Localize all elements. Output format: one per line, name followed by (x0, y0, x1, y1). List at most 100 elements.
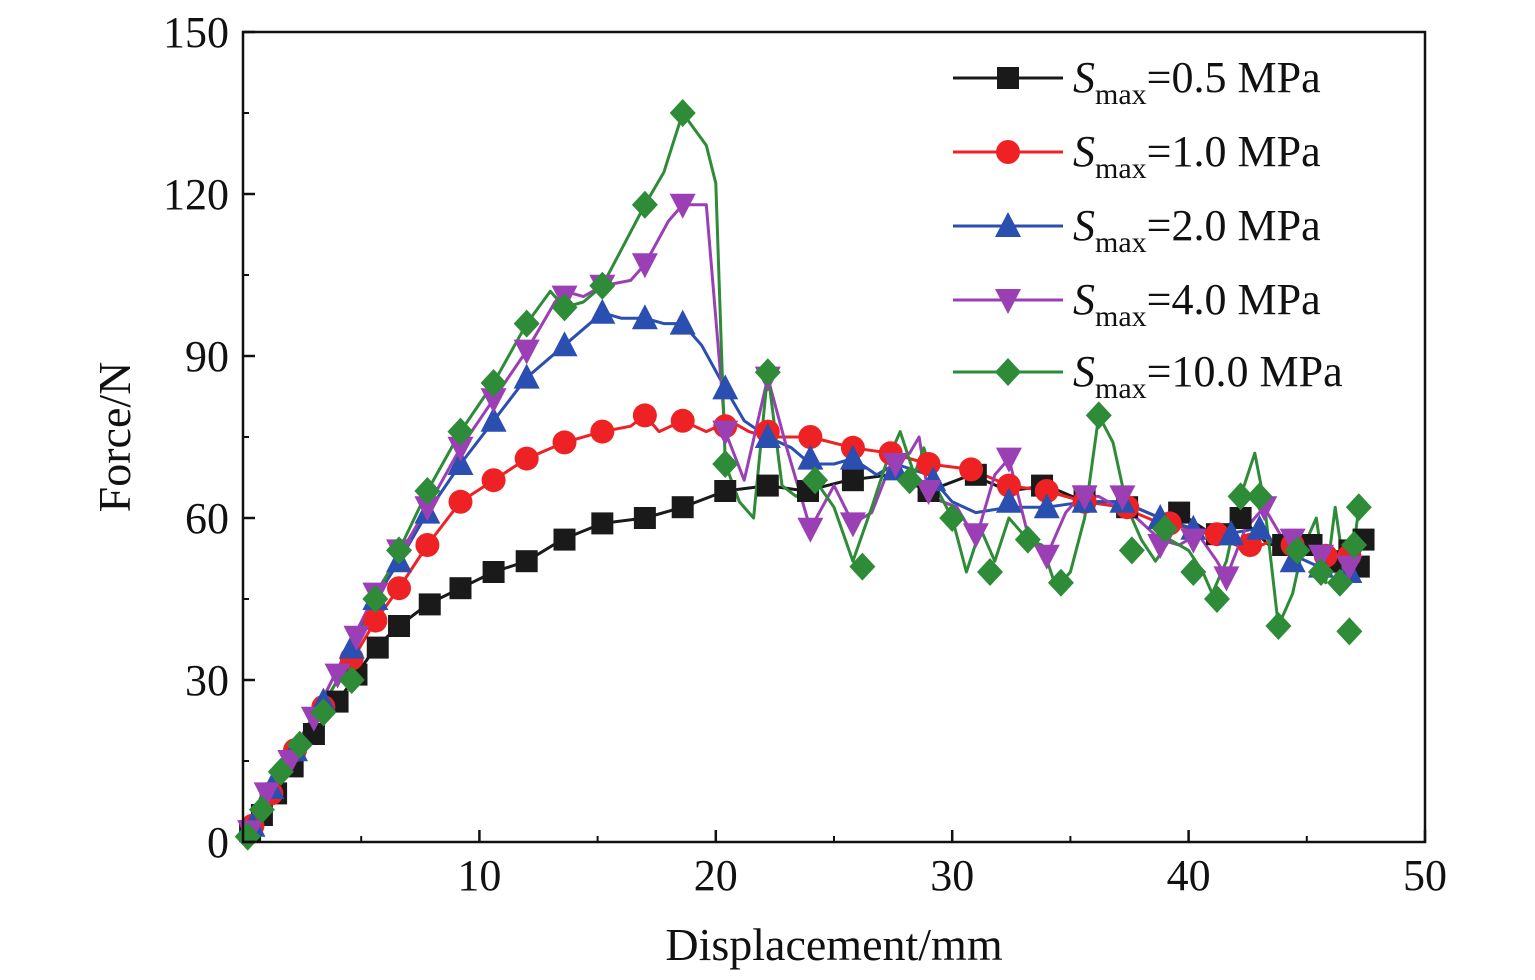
data-point (1118, 536, 1145, 565)
data-point (631, 190, 658, 219)
data-point (1213, 566, 1240, 592)
y-tick-label: 0 (207, 818, 229, 867)
data-point (418, 593, 441, 616)
data-point (515, 550, 538, 573)
data-point (387, 576, 412, 601)
data-point (996, 473, 1021, 498)
data-point (671, 496, 694, 519)
data-point (1014, 525, 1041, 554)
data-point (414, 477, 441, 505)
x-tick-label: 50 (1403, 851, 1447, 900)
data-point (1180, 528, 1207, 554)
data-point (482, 561, 505, 583)
legend-value: =1.0 MPa (1147, 127, 1321, 176)
data-point (916, 452, 941, 476)
data-point (415, 533, 440, 557)
series-line-1 (246, 413, 1360, 832)
data-point (1229, 507, 1252, 529)
data-point (631, 253, 658, 279)
data-point (248, 795, 275, 824)
data-point (669, 193, 696, 219)
data-point (414, 496, 441, 522)
data-point (366, 636, 389, 659)
data-point (324, 663, 351, 689)
data-point (915, 480, 942, 505)
data-point (591, 512, 614, 535)
legend-subscript: max (1095, 226, 1147, 259)
legend-marker (997, 67, 1019, 89)
data-point (447, 450, 474, 475)
y-axis-label: Force/N (89, 362, 140, 513)
legend-label: Smax=1.0 MPa (1073, 127, 1321, 185)
legend-value: =10.0 MPa (1147, 347, 1343, 396)
data-point (277, 750, 304, 775)
x-tick-label: 20 (694, 851, 738, 900)
data-point (1033, 544, 1060, 570)
data-point (1279, 547, 1306, 573)
legend-value: =4.0 MPa (1147, 275, 1321, 324)
legend-value: =0.5 MPa (1147, 53, 1321, 102)
legend-symbol: S (1073, 53, 1095, 102)
data-point (839, 512, 866, 538)
data-point (802, 466, 829, 495)
data-point (480, 388, 507, 414)
data-point (514, 446, 539, 471)
data-point (363, 608, 388, 633)
data-point (669, 99, 696, 127)
legend-subscript: max (1095, 300, 1147, 333)
data-point (343, 625, 370, 651)
data-point (302, 723, 325, 745)
data-point (977, 558, 1004, 586)
data-point (1071, 485, 1098, 511)
data-point (513, 363, 540, 389)
data-point (362, 585, 389, 613)
data-point (1265, 612, 1292, 640)
data-point (481, 468, 506, 493)
x-tick-label: 10 (457, 851, 501, 900)
data-point (1279, 528, 1306, 554)
legend-subscript: max (1095, 152, 1147, 185)
data-point (995, 447, 1022, 473)
data-point (1284, 536, 1311, 565)
data-point (1047, 568, 1074, 597)
data-point (1218, 520, 1245, 546)
data-point (995, 487, 1022, 513)
data-point (632, 403, 657, 428)
data-point (551, 331, 578, 357)
x-tick-label: 40 (1167, 851, 1211, 900)
data-point (633, 507, 656, 529)
data-point (286, 730, 313, 759)
legend-symbol: S (1073, 127, 1095, 176)
legend-value: =2.0 MPa (1147, 201, 1321, 250)
data-point (1227, 482, 1254, 511)
legend-symbol: S (1073, 201, 1095, 250)
data-point (754, 358, 781, 387)
data-point (338, 666, 365, 694)
data-point (939, 504, 966, 532)
legend-symbol: S (1073, 347, 1095, 396)
legend-label: Smax=2.0 MPa (1073, 201, 1321, 259)
data-point (1326, 568, 1353, 597)
data-point (234, 822, 261, 851)
data-point (1034, 479, 1059, 503)
legend-subscript: max (1095, 372, 1147, 405)
y-tick-label: 60 (185, 494, 229, 543)
legend-symbol: S (1073, 275, 1095, 324)
data-point (513, 339, 540, 365)
data-point (631, 304, 658, 330)
data-point (670, 408, 695, 433)
data-point (480, 406, 507, 432)
data-point (896, 466, 923, 495)
y-tick-label: 30 (185, 656, 229, 705)
data-point (1109, 485, 1136, 511)
data-point (882, 453, 909, 478)
data-point (841, 469, 864, 492)
legend-marker (996, 140, 1020, 164)
data-point (513, 309, 540, 338)
data-point (480, 369, 507, 397)
data-point (552, 430, 577, 455)
legend-subscript: max (1095, 78, 1147, 111)
y-tick-label: 150 (163, 8, 229, 57)
